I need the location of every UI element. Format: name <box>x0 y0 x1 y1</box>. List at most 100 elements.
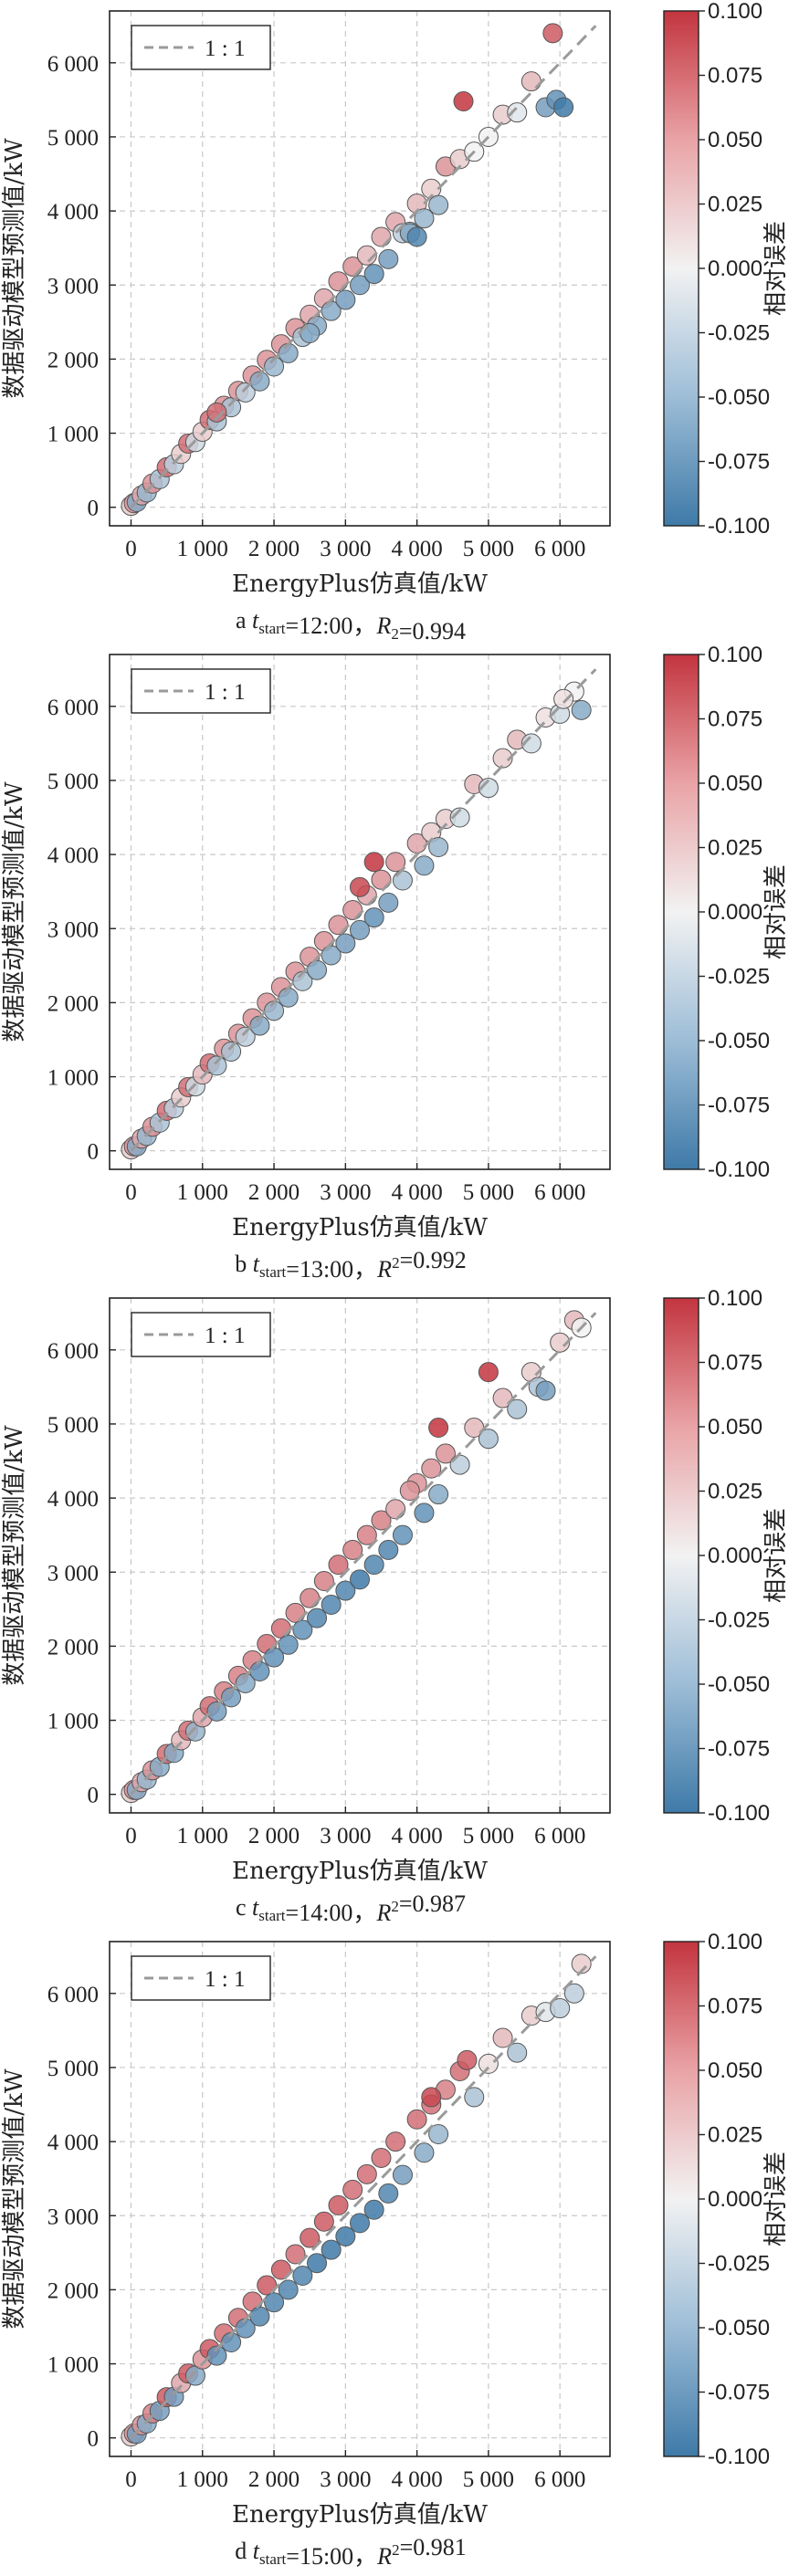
data-point <box>392 870 413 891</box>
caption-part: R <box>376 1256 392 1283</box>
colorbar-tick-label: -0.050 <box>708 1029 770 1053</box>
y-tick-label: 4 000 <box>47 843 99 868</box>
data-point <box>235 382 256 403</box>
data-point <box>350 1569 370 1590</box>
y-tick-label: 0 <box>88 2427 100 2452</box>
data-point <box>371 226 392 247</box>
data-point <box>478 1362 499 1383</box>
x-tick-label: 2 000 <box>248 537 300 561</box>
data-point <box>321 2239 342 2260</box>
legend-label: 1 : 1 <box>205 1967 245 1992</box>
x-tick-label: 6 000 <box>534 2467 585 2492</box>
caption-part: =0.994 <box>399 618 466 644</box>
data-point <box>350 919 370 940</box>
colorbar-tick-label: -0.100 <box>708 1801 770 1826</box>
data-point <box>435 1443 456 1464</box>
data-point <box>492 748 513 769</box>
data-point <box>307 959 328 980</box>
colorbar-tick-label: -0.075 <box>708 2381 770 2405</box>
caption-part: t <box>253 2538 260 2564</box>
legend: 1 : 1 <box>131 668 271 714</box>
colorbar-tick-label: 0.025 <box>708 2123 762 2148</box>
x-tick-label: 5 000 <box>463 1824 514 1848</box>
data-point <box>307 1607 328 1628</box>
data-point <box>507 2042 528 2063</box>
colorbar: 0.100 0.075 0.050 0.025 0.000 -0.025 -0.050 -0.… <box>663 643 790 1182</box>
colorbar-tick-label: -0.075 <box>708 1094 770 1118</box>
identity-line <box>130 1955 597 2439</box>
plot-frame <box>109 1941 611 2457</box>
data-point <box>378 892 399 913</box>
data-point <box>371 2147 392 2168</box>
data-point <box>421 2087 442 2108</box>
data-point <box>278 1634 299 1655</box>
panel-caption: d tstart=15:00，R2=0.981 <box>235 2534 466 2570</box>
data-point <box>328 1555 349 1576</box>
caption-part: =0.987 <box>399 1890 466 1917</box>
y-axis-label: 数据驱动模型预测值/kW <box>1 2068 28 2330</box>
colorbar-tick-label: 0.075 <box>708 64 762 89</box>
x-tick-label: 3 000 <box>320 1180 371 1205</box>
x-tick-label: 1 000 <box>177 1180 228 1205</box>
data-point <box>342 1539 363 1560</box>
data-point <box>300 1587 321 1608</box>
x-axis-label: EnergyPlus仿真值/kW <box>232 1858 488 1885</box>
x-tick-label: 2 000 <box>248 1180 300 1205</box>
data-point <box>235 1026 256 1047</box>
legend-box <box>131 1955 271 2001</box>
x-tick-label: 2 000 <box>248 2467 300 2492</box>
colorbar-tick-label: 0.100 <box>708 1930 762 1954</box>
caption-part: R <box>375 613 391 639</box>
x-tick-label: 0 <box>125 537 137 561</box>
legend: 1 : 1 <box>131 1955 271 2001</box>
x-tick-label: 2 000 <box>248 1824 300 1848</box>
caption-part: R <box>375 1900 391 1926</box>
y-tick-label: 3 000 <box>47 274 99 298</box>
x-tick-label: 4 000 <box>392 2467 443 2492</box>
data-point <box>278 987 299 1008</box>
y-tick-label: 3 000 <box>47 917 99 942</box>
data-point <box>206 402 227 423</box>
data-point <box>563 1983 584 2004</box>
data-point <box>363 907 384 928</box>
caption-part: =13:00， <box>286 1256 377 1283</box>
colorbar-tick-label: 0.100 <box>708 643 762 667</box>
data-point <box>428 1484 449 1505</box>
data-point <box>300 323 321 344</box>
y-tick-label: 4 000 <box>47 1487 99 1512</box>
data-point <box>449 1454 470 1475</box>
y-tick-label: 1 000 <box>47 423 99 447</box>
data-point <box>385 2131 406 2152</box>
identity-line <box>130 668 597 1152</box>
legend-box <box>131 25 271 70</box>
y-tick-label: 1 000 <box>47 1066 99 1091</box>
caption-part: t <box>252 1894 259 1921</box>
legend: 1 : 1 <box>131 25 271 70</box>
data-point <box>292 1619 313 1640</box>
data-point <box>406 226 427 247</box>
data-point <box>414 1503 435 1524</box>
caption-part: b <box>235 1251 253 1277</box>
data-point <box>249 2306 270 2327</box>
caption-part: 2 <box>392 2541 400 2559</box>
colorbar-tick-label: 0.075 <box>708 1351 762 1376</box>
data-point <box>356 245 377 266</box>
panel-caption: a tstart=12:00，R2=0.994 <box>236 607 466 644</box>
y-tick-label: 6 000 <box>47 696 99 720</box>
caption-part: 2 <box>391 1898 399 1915</box>
data-point <box>356 2163 377 2184</box>
data-point <box>235 1672 256 1693</box>
colorbar-gradient <box>663 1297 699 1814</box>
y-tick-label: 6 000 <box>47 1339 99 1364</box>
y-tick-label: 4 000 <box>47 2131 99 2155</box>
data-point <box>363 852 384 873</box>
colorbar-tick-label: -0.075 <box>708 1737 770 1762</box>
data-point <box>350 275 370 296</box>
data-point <box>457 2049 478 2070</box>
caption-part: =0.981 <box>400 2534 467 2560</box>
data-point <box>453 91 474 112</box>
colorbar: 0.100 0.075 0.050 0.025 0.000 -0.025 -0.050 -0.… <box>663 0 790 539</box>
colorbar-tick-label: -0.100 <box>708 514 770 539</box>
colorbar-tick-label: 0.075 <box>708 707 762 732</box>
